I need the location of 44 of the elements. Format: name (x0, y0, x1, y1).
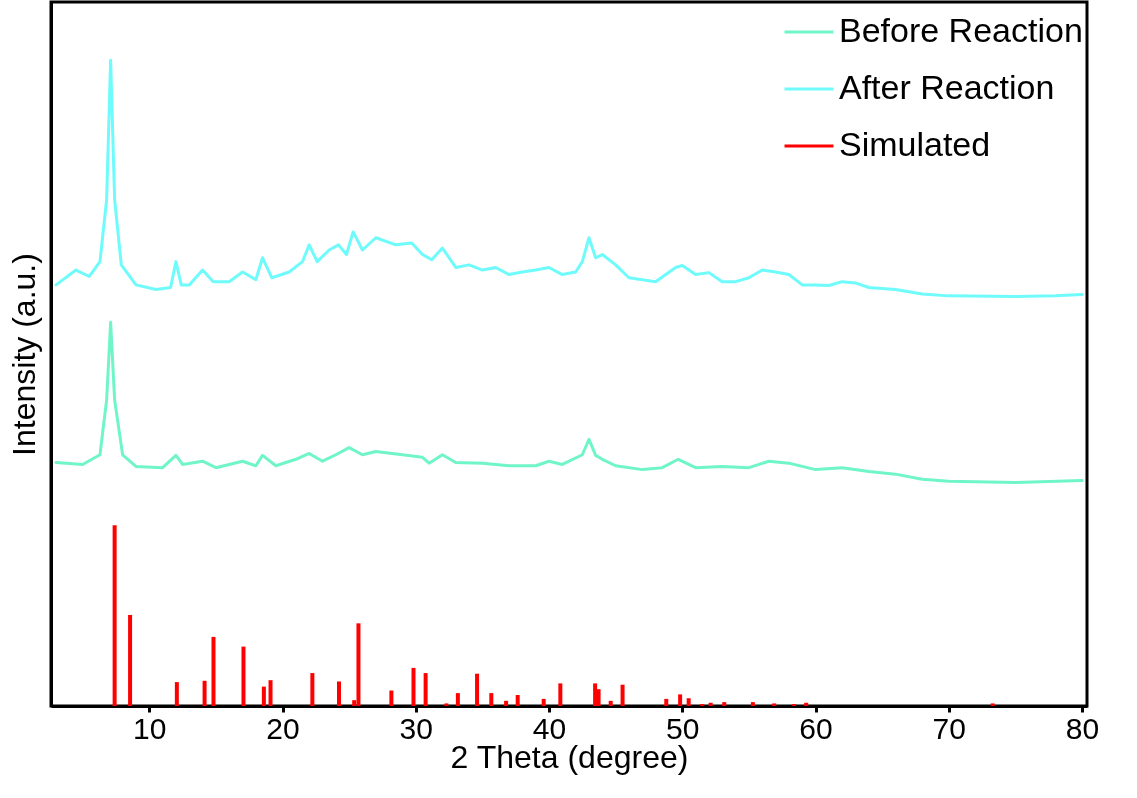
x-tick-label: 80 (1065, 711, 1100, 745)
legend-label: Before Reaction (839, 11, 1083, 49)
bar (423, 673, 428, 706)
bar (489, 693, 494, 706)
bar (337, 681, 342, 706)
bar (310, 673, 315, 706)
bar (664, 698, 669, 706)
x-tick-label: 70 (932, 711, 966, 745)
bar (722, 702, 727, 706)
bar (211, 636, 216, 706)
bar (772, 703, 777, 706)
bar (268, 680, 273, 706)
x-tick-label: 20 (266, 711, 300, 745)
bar (202, 680, 207, 706)
bar (174, 682, 179, 706)
bar (241, 646, 246, 706)
bar (128, 614, 133, 706)
bar (444, 703, 449, 706)
bar (558, 683, 563, 706)
bar (678, 694, 683, 706)
bar (261, 686, 266, 706)
y-axis-title: Intensity (a.u.) (5, 253, 42, 456)
bar (515, 695, 520, 706)
x-tick-label: 60 (799, 711, 833, 745)
bar (541, 698, 546, 706)
bar (475, 673, 480, 706)
bar (750, 702, 755, 706)
legend-label: Simulated (839, 125, 991, 163)
bar (804, 702, 809, 706)
bar (608, 700, 613, 706)
bar (990, 703, 995, 706)
bar (686, 698, 691, 706)
legend-label: After Reaction (839, 68, 1055, 106)
bar (356, 623, 361, 706)
x-tick-label: 10 (133, 711, 167, 745)
bar (112, 525, 117, 706)
bar (708, 702, 713, 706)
bar (593, 683, 598, 706)
bar (455, 693, 460, 706)
bar (620, 684, 625, 706)
bar (504, 700, 509, 706)
x-tick-label: 30 (399, 711, 433, 745)
bar (389, 690, 394, 706)
bar (411, 667, 416, 706)
